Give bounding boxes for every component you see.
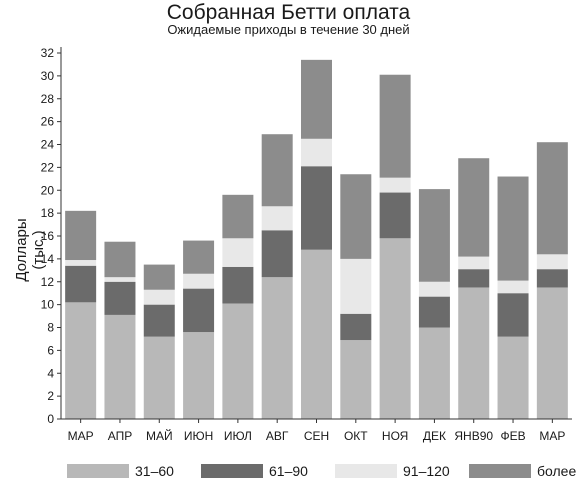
bar-segment-0-3 (65, 210, 97, 261)
bar-segment-3-0 (183, 332, 215, 419)
legend-item: более 120 (469, 462, 577, 480)
bar-segment-4-0 (222, 303, 254, 419)
bar-segment-0-0 (65, 302, 97, 419)
bar-segment-12-0 (536, 287, 568, 419)
bar-segment-0-1 (65, 265, 97, 303)
x-tick-label: АПР (108, 429, 133, 443)
bar-segment-5-2 (261, 206, 293, 231)
legend-swatch (201, 464, 263, 478)
x-tick-label: ОКТ (344, 429, 368, 443)
legend-item: 61–90 (201, 462, 308, 480)
bar-segment-1-2 (104, 277, 136, 282)
bar-segment-12-1 (536, 269, 568, 288)
x-tick-label: МАЙ (146, 428, 173, 443)
x-tick-label: ФЕВ (500, 429, 525, 443)
bar-segment-10-0 (458, 287, 490, 419)
legend-swatch (67, 464, 129, 478)
bar-segment-11-0 (497, 336, 529, 419)
x-tick-label: НОЯ (382, 429, 408, 443)
bar-segment-11-3 (497, 176, 529, 281)
bar-segment-8-0 (379, 238, 411, 419)
bar-segment-2-1 (143, 304, 175, 337)
y-tick-label: 22 (41, 160, 55, 174)
bar-segment-3-1 (183, 288, 215, 333)
x-tick-label: СЕН (304, 429, 329, 443)
x-tick-label: АВГ (266, 429, 289, 443)
bar-segment-10-1 (458, 269, 490, 288)
bar-segment-10-3 (458, 158, 490, 257)
bar-segment-4-2 (222, 238, 254, 267)
bar-segment-6-0 (301, 249, 332, 419)
bar-segment-6-2 (301, 138, 332, 167)
chart-title: Собранная Бетти оплата (166, 1, 411, 24)
legend-swatch (469, 464, 531, 478)
y-tick-label: 32 (41, 46, 55, 60)
legend-item: 91–120 (335, 462, 450, 480)
y-tick-label: 2 (47, 389, 54, 403)
y-tick-label: 18 (41, 206, 55, 220)
bar-segment-1-1 (104, 281, 136, 315)
x-tick-label: ДЕК (423, 429, 446, 443)
y-tick-label: 30 (41, 69, 55, 83)
bar-segment-7-3 (340, 174, 372, 259)
bar-segment-5-0 (261, 277, 293, 419)
y-tick-label: 28 (41, 92, 55, 106)
y-tick-label: 26 (41, 115, 55, 129)
y-tick-label: 12 (41, 275, 55, 289)
bar-segment-1-0 (104, 314, 136, 419)
bar-segment-7-0 (340, 340, 372, 419)
bar-segment-3-3 (183, 240, 215, 274)
legend-label: 91–120 (403, 463, 450, 479)
y-tick-label: 8 (47, 321, 54, 335)
bar-segment-5-3 (261, 134, 293, 207)
y-tick-label: 4 (47, 366, 54, 380)
bar-segment-7-1 (340, 313, 372, 341)
bar-segment-7-2 (340, 258, 372, 314)
bar-segment-9-1 (418, 296, 450, 328)
bar-segment-9-3 (418, 189, 450, 282)
bar-segment-9-0 (418, 327, 450, 419)
y-tick-label: 6 (47, 343, 54, 357)
y-tick-label: 0 (47, 412, 54, 426)
chart-subtitle: Ожидаемые приходы в течение 30 дней (167, 22, 410, 37)
bar-segment-8-2 (379, 177, 411, 193)
bar-segment-11-2 (497, 280, 529, 294)
x-tick-label: ИЮЛ (224, 429, 252, 443)
bar-segment-8-3 (379, 74, 411, 178)
bar-segment-1-3 (104, 241, 136, 278)
y-tick-label: 10 (41, 298, 55, 312)
x-tick-label: МАР (539, 429, 565, 443)
legend-swatch (335, 464, 397, 478)
bar-segment-2-0 (143, 336, 175, 419)
legend-label: 61–90 (269, 463, 308, 479)
bar-segment-6-1 (301, 166, 332, 250)
bar-segment-2-2 (143, 289, 175, 305)
bar-segment-4-3 (222, 194, 254, 239)
chart-legend: 31–60 61–90 91–120 более 120 (0, 462, 577, 480)
bar-segment-2-3 (143, 264, 175, 290)
bar-segment-12-2 (536, 254, 568, 270)
x-tick-label: ИЮН (184, 429, 213, 443)
bar-segment-12-3 (536, 142, 568, 255)
legend-item: 31–60 (67, 462, 174, 480)
y-tick-label: 16 (41, 229, 55, 243)
legend-label: более 120 (537, 463, 577, 479)
x-tick-label: МАР (68, 429, 94, 443)
bar-segment-9-2 (418, 281, 450, 297)
x-tick-label: ЯНВ90 (454, 429, 493, 443)
bar-segment-5-1 (261, 230, 293, 278)
bar-segment-0-2 (65, 260, 97, 266)
y-tick-label: 24 (41, 138, 55, 152)
bar-segment-4-1 (222, 266, 254, 304)
stacked-bar-chart: МАР АПР МАЙ ИЮН ИЮЛ АВГ СЕН ОКТ НОЯ ДЕК ЯНВ90 ФЕВ МА… (41, 46, 572, 443)
bar-segment-11-1 (497, 293, 529, 337)
y-tick-label: 20 (41, 183, 55, 197)
bar-segment-10-2 (458, 256, 490, 270)
y-tick-label: 14 (41, 252, 55, 266)
bar-segment-8-1 (379, 192, 411, 239)
bar-segment-6-3 (301, 59, 332, 139)
bar-segment-3-2 (183, 273, 215, 289)
legend-label: 31–60 (135, 463, 174, 479)
